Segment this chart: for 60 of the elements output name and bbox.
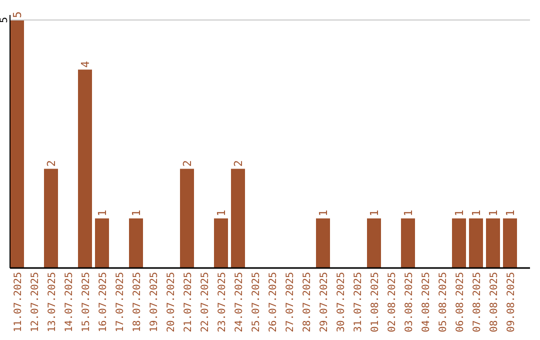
bar	[452, 218, 466, 268]
x-tick-label: 04.08.2025	[421, 272, 432, 332]
x-tick-label: 19.07.2025	[149, 272, 160, 332]
data-label: 1	[130, 210, 143, 216]
x-tick-label: 02.08.2025	[387, 272, 398, 332]
x-tick-label: 11.07.2025	[13, 272, 24, 332]
x-tick-label: 07.08.2025	[472, 272, 483, 332]
x-tick-label: 31.07.2025	[353, 272, 364, 332]
bar	[401, 218, 415, 268]
x-tick-label: 09.08.2025	[506, 272, 517, 332]
data-label: 1	[487, 210, 500, 216]
data-label: 1	[317, 210, 330, 216]
x-tick-label: 21.07.2025	[183, 272, 194, 332]
bar	[367, 218, 381, 268]
x-tick-label: 16.07.2025	[98, 272, 109, 332]
x-tick-label: 14.07.2025	[64, 272, 75, 332]
x-tick-label: 03.08.2025	[404, 272, 415, 332]
data-label: 4	[79, 60, 92, 68]
x-tick-label: 20.07.2025	[166, 272, 177, 332]
x-tick-label: 08.08.2025	[489, 272, 500, 332]
data-label: 1	[368, 210, 381, 216]
data-label: 1	[470, 210, 483, 216]
x-tick-label: 23.07.2025	[217, 272, 228, 332]
x-tick-label: 25.07.2025	[251, 272, 262, 332]
x-tick-label: 26.07.2025	[268, 272, 279, 332]
x-tick-label: 18.07.2025	[132, 272, 143, 332]
bar	[469, 218, 483, 268]
bar	[95, 218, 109, 268]
bar	[486, 218, 500, 268]
x-tick-label: 13.07.2025	[47, 272, 58, 332]
x-tick-label: 05.08.2025	[438, 272, 449, 332]
bar	[214, 218, 228, 268]
bar	[180, 168, 194, 268]
bar	[10, 20, 24, 268]
data-label: 1	[504, 210, 517, 216]
data-label: 1	[215, 210, 228, 216]
bar	[231, 168, 245, 268]
x-tick-label: 27.07.2025	[285, 272, 296, 332]
x-tick-label: 01.08.2025	[370, 272, 381, 332]
x-tick-label: 15.07.2025	[81, 272, 92, 332]
data-label: 1	[402, 210, 415, 216]
bar	[78, 70, 92, 268]
x-tick-label: 06.08.2025	[455, 272, 466, 332]
bar	[316, 218, 330, 268]
data-label: 5	[0, 16, 10, 24]
data-label: 2	[232, 160, 245, 167]
bar	[44, 168, 58, 268]
data-label: 2	[45, 160, 58, 167]
data-label: 2	[181, 160, 194, 167]
x-tick-label: 12.07.2025	[30, 272, 41, 332]
data-label: 1	[96, 210, 109, 216]
x-tick-label: 17.07.2025	[115, 272, 126, 332]
bar	[129, 218, 143, 268]
x-tick-label: 30.07.2025	[336, 272, 347, 332]
x-tick-label: 22.07.2025	[200, 272, 211, 332]
bar	[503, 218, 517, 268]
x-tick-label: 29.07.2025	[319, 272, 330, 332]
x-tick-label: 24.07.2025	[234, 272, 245, 332]
data-label: 1	[453, 210, 466, 216]
x-tick-label: 28.07.2025	[302, 272, 313, 332]
